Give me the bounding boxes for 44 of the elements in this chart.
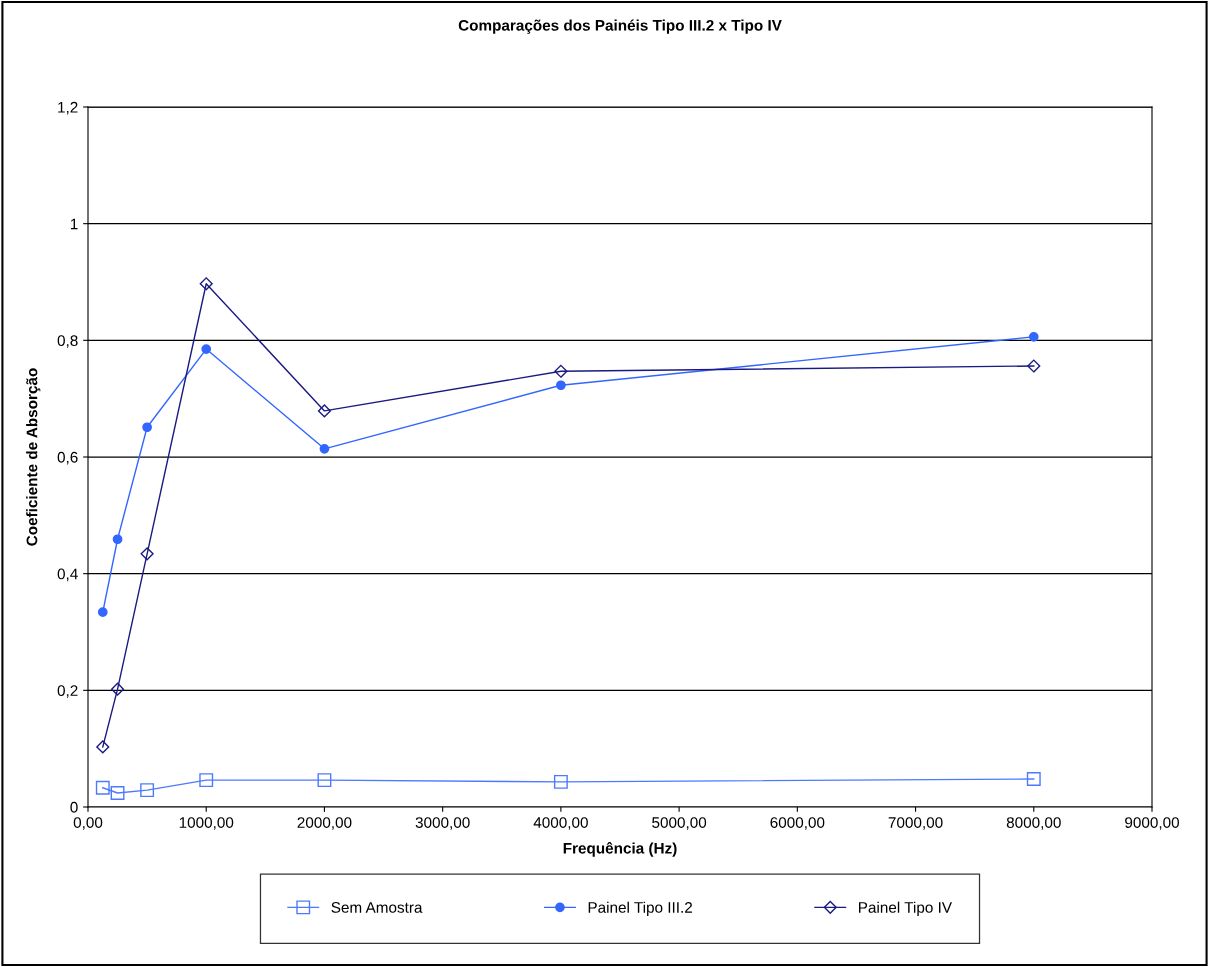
- point: [201, 344, 212, 354]
- point: [140, 547, 154, 561]
- point: [554, 364, 568, 378]
- x-tick-label: 7000,00: [888, 817, 943, 830]
- x-tick-label: 3000,00: [415, 817, 470, 830]
- x-tick-label: 2000,00: [297, 817, 352, 830]
- x-tick-label: 1000,00: [179, 817, 234, 830]
- y-tick-label: 0: [70, 801, 78, 813]
- point: [199, 277, 213, 291]
- point: [1026, 772, 1041, 786]
- point: [112, 534, 123, 545]
- y-tick-label: 1: [70, 218, 78, 230]
- x-tick-label: 4000,00: [533, 817, 588, 830]
- point: [553, 774, 568, 789]
- y-tick-label: 0,6: [57, 451, 78, 465]
- point: [319, 443, 330, 454]
- legend-label: Painel Tipo III.2: [588, 901, 692, 916]
- point: [95, 780, 110, 795]
- y-axis-title: Coeficiente de Absorção: [26, 368, 41, 546]
- point: [1027, 359, 1041, 373]
- y-tick-label: 1,2: [58, 101, 78, 115]
- point: [140, 783, 155, 798]
- y-tick-label: 0,2: [57, 685, 78, 698]
- x-tick-label: 9000,00: [1125, 817, 1180, 830]
- x-tick-label: 5000,00: [652, 817, 707, 830]
- y-tick-label: 0,8: [57, 335, 78, 348]
- x-tick-label: 0,00: [73, 817, 103, 830]
- point: [110, 786, 125, 800]
- point: [110, 682, 125, 696]
- x-tick-label: 8000,00: [1006, 817, 1061, 830]
- point: [97, 607, 108, 618]
- point: [556, 380, 566, 391]
- x-tick-label: 6000,00: [770, 817, 825, 830]
- legend-label: Sem Amostra: [331, 902, 423, 913]
- point: [317, 404, 332, 418]
- point: [317, 773, 332, 788]
- point: [199, 773, 214, 788]
- chart-title: Comparações dos Painéis Tipo III.2 x Tipo IV: [458, 19, 782, 34]
- y-tick-label: 0,4: [57, 568, 78, 582]
- x-axis-title: Frequência (Hz): [563, 842, 677, 857]
- point: [142, 422, 152, 433]
- legend-label: Painel Tipo IV: [859, 901, 952, 916]
- point: [96, 740, 110, 754]
- point: [1028, 331, 1039, 342]
